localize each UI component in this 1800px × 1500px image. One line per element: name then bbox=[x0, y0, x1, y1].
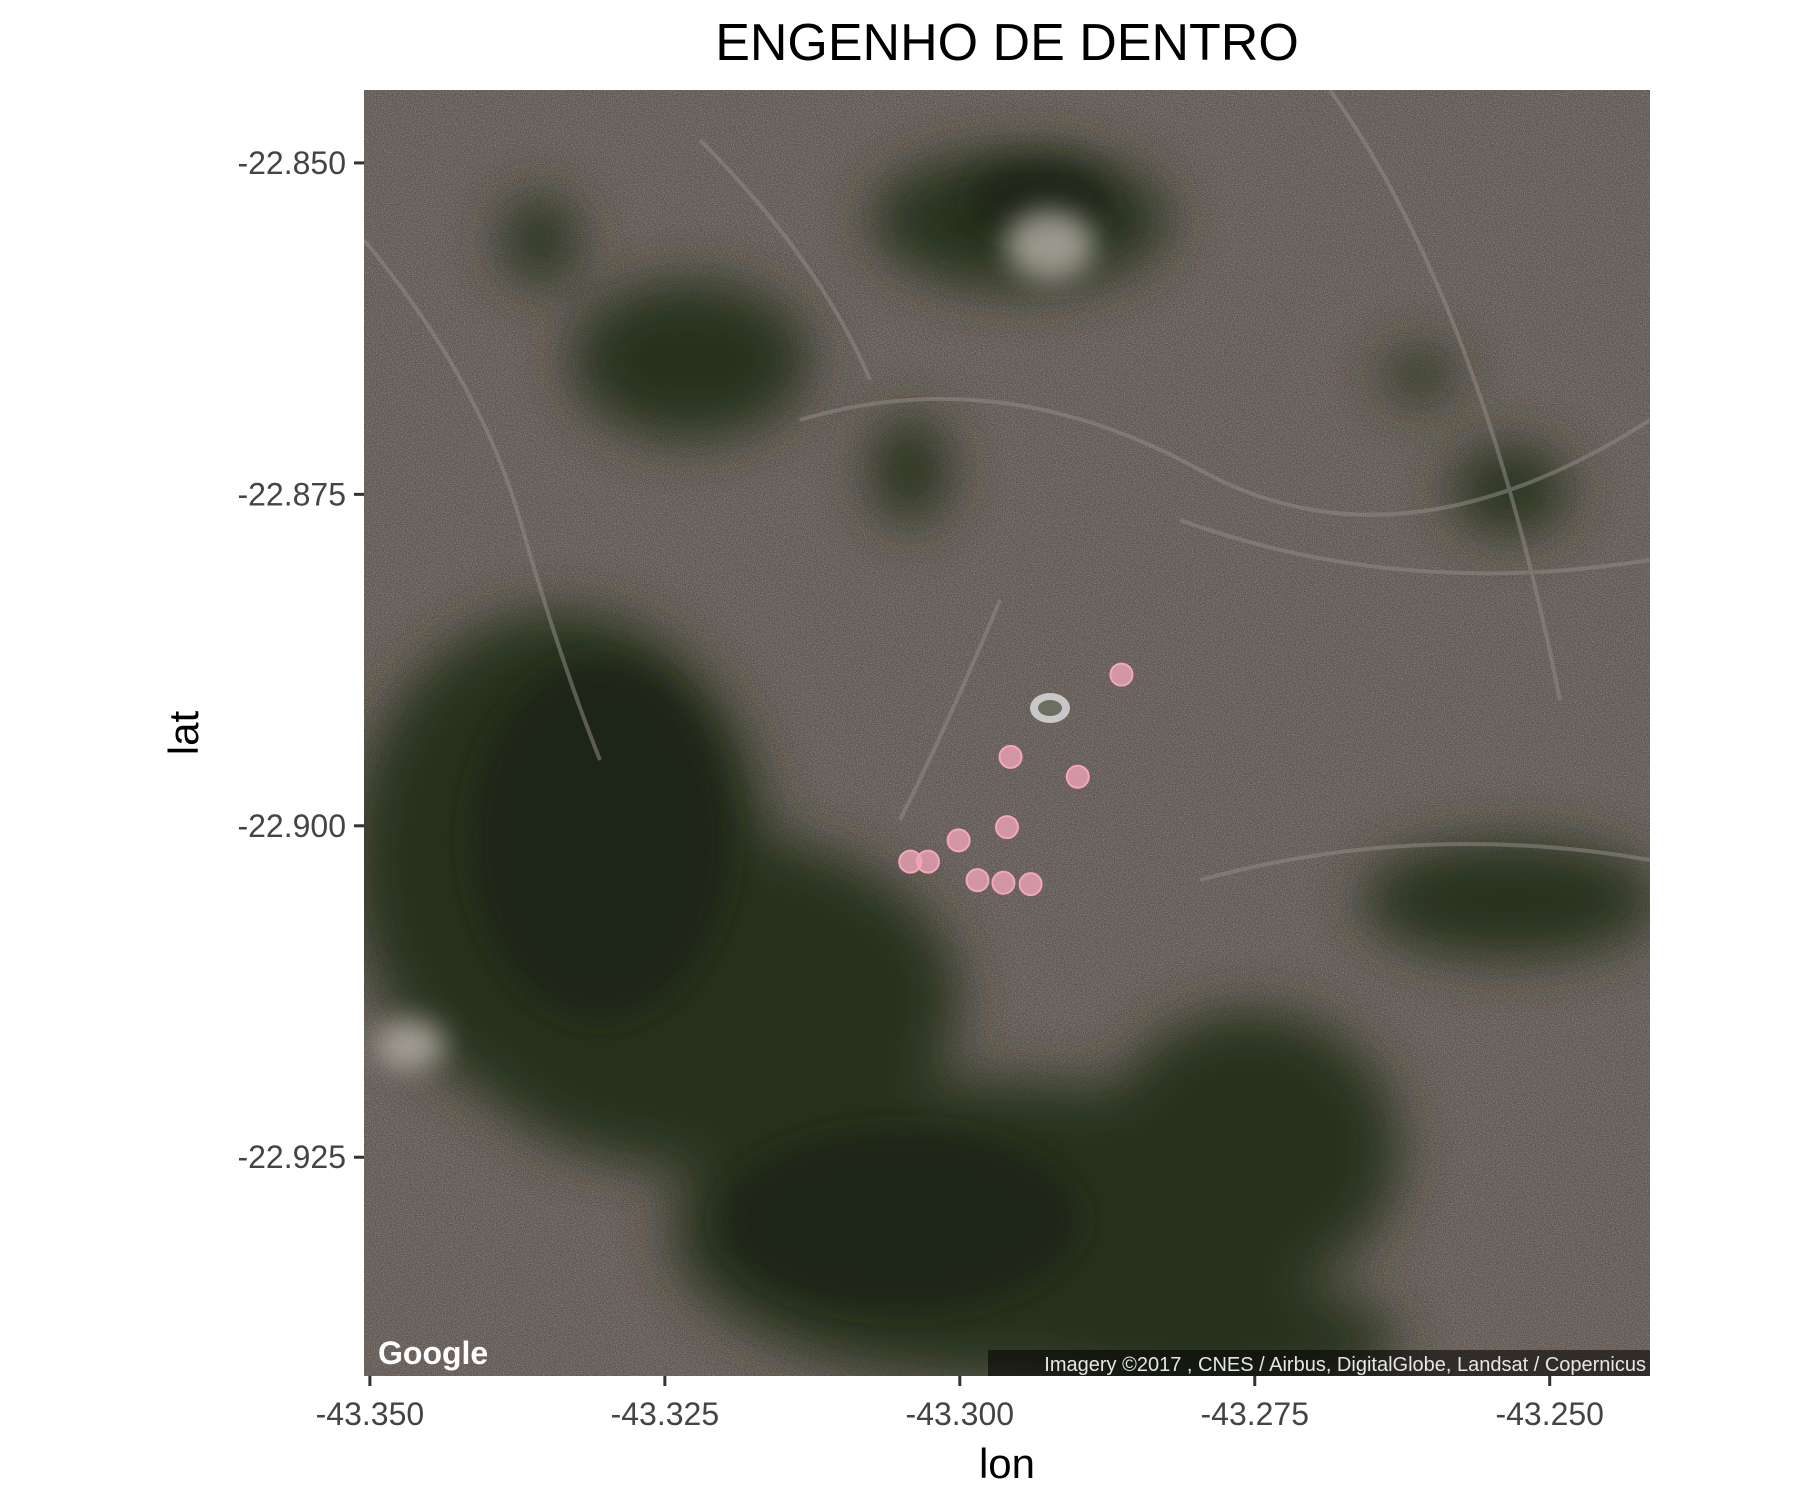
x-axis: -43.350 -43.325 -43.300 -43.275 -43.250 bbox=[316, 1376, 1604, 1432]
data-point bbox=[1109, 662, 1134, 687]
x-axis-label: lon bbox=[979, 1440, 1035, 1487]
x-tick-label: -43.325 bbox=[611, 1396, 720, 1432]
x-tick-label: -43.275 bbox=[1200, 1396, 1309, 1432]
y-tick-label: -22.875 bbox=[237, 476, 346, 512]
attribution-background bbox=[988, 1350, 1650, 1376]
y-tick-label: -22.900 bbox=[237, 808, 346, 844]
y-tick-label: -22.925 bbox=[237, 1139, 346, 1175]
satellite-map-image: Google Imagery ©2017 , CNES / Airbus, Di… bbox=[364, 90, 1650, 1376]
x-tick-label: -43.350 bbox=[316, 1396, 425, 1432]
x-tick-label: -43.300 bbox=[906, 1396, 1015, 1432]
data-point bbox=[1065, 764, 1090, 789]
data-point bbox=[965, 868, 990, 893]
data-point bbox=[1018, 872, 1043, 897]
chart-title: ENGENHO DE DENTRO bbox=[715, 14, 1299, 72]
data-point bbox=[995, 815, 1019, 840]
data-point bbox=[915, 849, 940, 874]
y-axis: -22.850 -22.875 -22.900 -22.925 bbox=[237, 145, 364, 1175]
google-logo: Google bbox=[378, 1335, 488, 1371]
data-point bbox=[946, 828, 971, 853]
y-axis-label: lat bbox=[160, 710, 207, 755]
data-point bbox=[991, 870, 1016, 895]
data-points bbox=[898, 662, 1134, 897]
data-point bbox=[998, 744, 1023, 769]
x-tick-label: -43.250 bbox=[1495, 1396, 1604, 1432]
y-tick-label: -22.850 bbox=[237, 145, 346, 181]
imagery-attribution: Imagery ©2017 , CNES / Airbus, DigitalGl… bbox=[1044, 1354, 1646, 1376]
